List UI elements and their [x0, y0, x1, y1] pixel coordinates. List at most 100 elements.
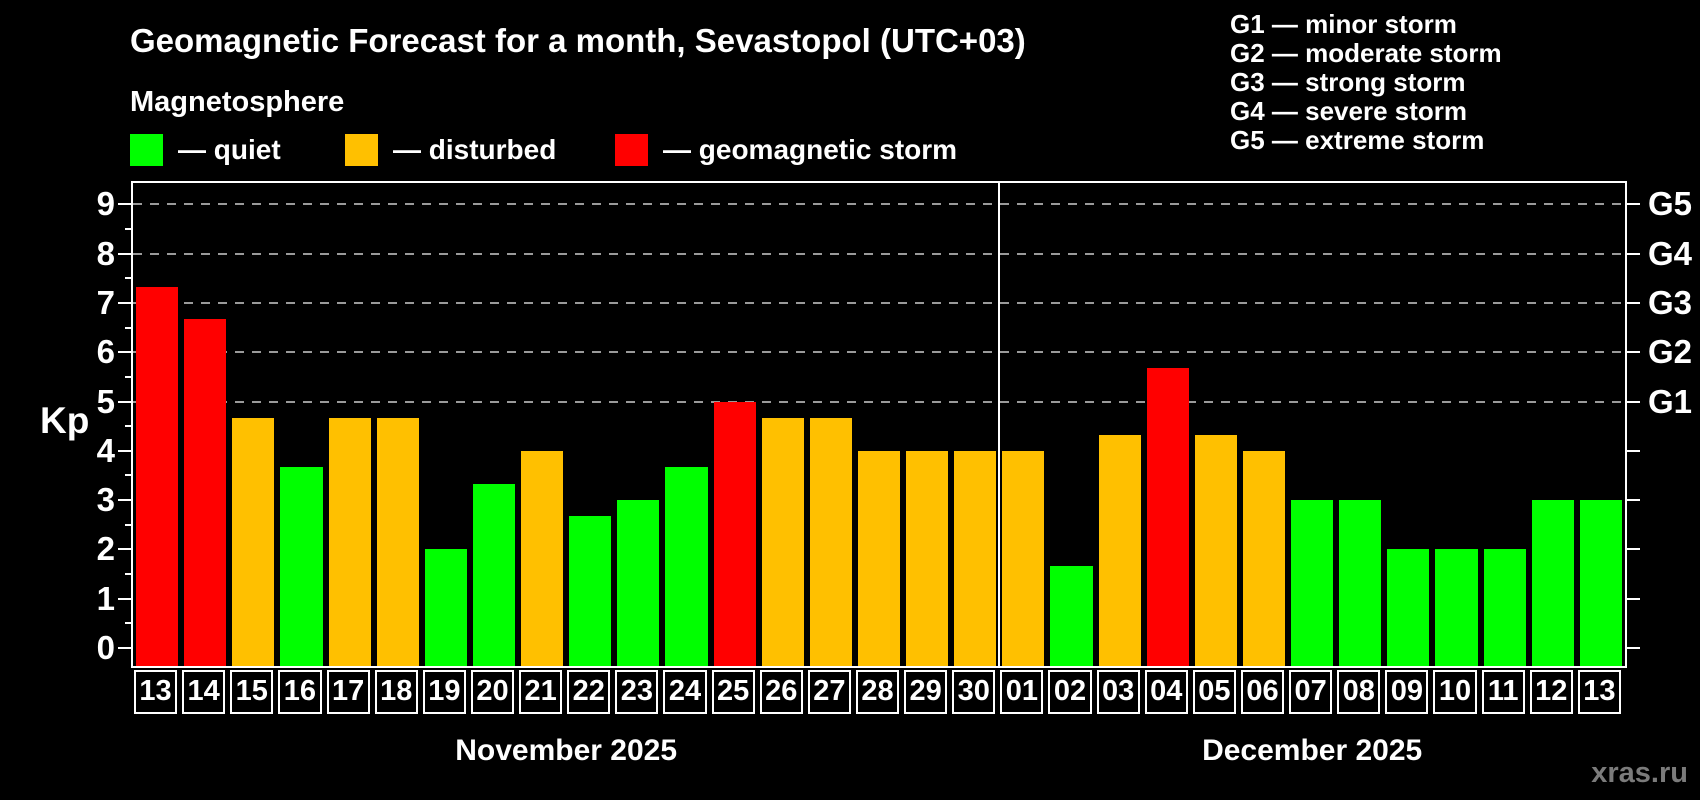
g1-legend-line: G1 — minor storm	[1230, 9, 1457, 39]
kp-bar	[1579, 500, 1622, 666]
day-label: 17	[326, 670, 370, 714]
day-label: 16	[278, 670, 322, 714]
day-label: 27	[807, 670, 851, 714]
plot-area	[133, 183, 1625, 666]
day-label: 10	[1433, 670, 1477, 714]
gridline-kp7	[133, 301, 1625, 304]
kp-bar	[1146, 368, 1189, 666]
kp-bar	[857, 450, 901, 666]
kp-bar	[424, 549, 467, 666]
right-tick	[1625, 203, 1640, 206]
y-tick-label: 9	[96, 185, 115, 223]
kp-bar	[713, 401, 756, 666]
g-axis-label-g1: G1	[1648, 382, 1693, 420]
g-axis-label-g4: G4	[1648, 234, 1693, 272]
y-tick-label: 4	[96, 431, 115, 469]
day-label: 13	[134, 670, 178, 714]
day-label: 07	[1289, 670, 1333, 714]
gridline-kp8	[133, 252, 1625, 255]
day-label: 04	[1144, 670, 1188, 714]
day-label: 06	[1240, 670, 1285, 714]
y-tick-label: 6	[96, 333, 115, 371]
kp-bar	[1435, 549, 1478, 666]
storm-legend-label: — geomagnetic storm	[663, 134, 958, 165]
g-axis-label-g5: G5	[1648, 185, 1693, 223]
quiet-legend-label: — quiet	[178, 134, 281, 165]
day-label: 25	[711, 670, 755, 714]
right-tick	[1625, 597, 1640, 600]
right-tick	[1625, 351, 1640, 354]
day-label: 15	[230, 670, 274, 714]
kp-bar	[665, 467, 708, 666]
month-label: November 2025	[455, 734, 678, 767]
g3-legend-line: G3 — strong storm	[1230, 67, 1466, 97]
y-tick-label: 3	[96, 481, 115, 519]
right-tick	[1625, 252, 1640, 255]
day-label: 08	[1337, 670, 1381, 714]
right-tick	[1625, 449, 1640, 452]
g5-legend-line: G5 — extreme storm	[1230, 125, 1485, 155]
kp-bar	[1002, 450, 1045, 666]
right-tick	[1625, 499, 1640, 502]
kp-bar	[1339, 500, 1382, 666]
g-axis-label-g3: G3	[1648, 283, 1693, 321]
disturbed-legend-label: — disturbed	[393, 134, 557, 165]
gridline-kp9	[133, 203, 1625, 206]
y-tick-label: 7	[96, 283, 115, 321]
kp-bar	[954, 450, 997, 666]
kp-bar	[328, 417, 371, 666]
kp-bar	[376, 417, 419, 666]
kp-bar	[1098, 434, 1141, 666]
g-scale-legend: G1 — minor storm G2 — moderate storm G3 …	[1230, 10, 1502, 155]
day-label: 26	[759, 670, 803, 714]
day-label: 03	[1096, 670, 1140, 714]
day-label: 11	[1481, 670, 1525, 714]
gridline-kp5	[133, 400, 1625, 403]
quiet-legend-swatch	[130, 134, 163, 166]
day-label: 20	[470, 670, 515, 714]
day-label: 24	[663, 670, 707, 714]
chart-subtitle: Magnetosphere	[130, 86, 345, 118]
kp-bar	[232, 417, 275, 666]
day-label: 14	[182, 670, 226, 714]
kp-bar	[1531, 500, 1574, 666]
day-label: 05	[1192, 670, 1236, 714]
g-axis-label-g2: G2	[1648, 333, 1693, 371]
kp-bar	[906, 450, 949, 666]
right-tick	[1625, 647, 1640, 649]
kp-bar	[569, 516, 612, 666]
kp-bar	[1242, 450, 1286, 666]
day-label: 29	[904, 670, 948, 714]
day-label: 01	[1000, 670, 1044, 714]
kp-bar	[1291, 500, 1334, 666]
g2-legend-line: G2 — moderate storm	[1230, 38, 1502, 68]
right-tick	[1625, 301, 1640, 304]
y-tick-label: 1	[96, 579, 115, 617]
kp-bar	[1387, 549, 1430, 666]
gridline-kp6	[133, 351, 1625, 354]
y-tick-label: 8	[96, 234, 115, 272]
g4-legend-line: G4 — severe storm	[1230, 96, 1468, 126]
right-tick	[1625, 400, 1640, 403]
page-title: Geomagnetic Forecast for a month, Sevast…	[130, 22, 1026, 59]
day-label: 18	[374, 670, 418, 714]
y-tick-label: 2	[96, 530, 115, 568]
kp-bar	[184, 319, 227, 666]
day-label: 23	[615, 670, 659, 714]
kp-bar	[521, 450, 564, 666]
kp-bar	[472, 483, 516, 666]
day-label: 09	[1385, 670, 1429, 714]
kp-bar	[1483, 549, 1526, 666]
kp-bar	[280, 467, 323, 666]
plot-border	[131, 181, 1627, 668]
day-label: 22	[567, 670, 611, 714]
kp-bar	[1194, 434, 1237, 666]
kp-bar	[136, 286, 179, 666]
day-label: 02	[1048, 670, 1092, 714]
day-label: 30	[952, 670, 996, 714]
kp-bar	[809, 417, 852, 666]
y-tick-label: 5	[96, 382, 115, 420]
watermark: xras.ru	[1591, 757, 1688, 789]
month-separator	[998, 183, 1001, 666]
